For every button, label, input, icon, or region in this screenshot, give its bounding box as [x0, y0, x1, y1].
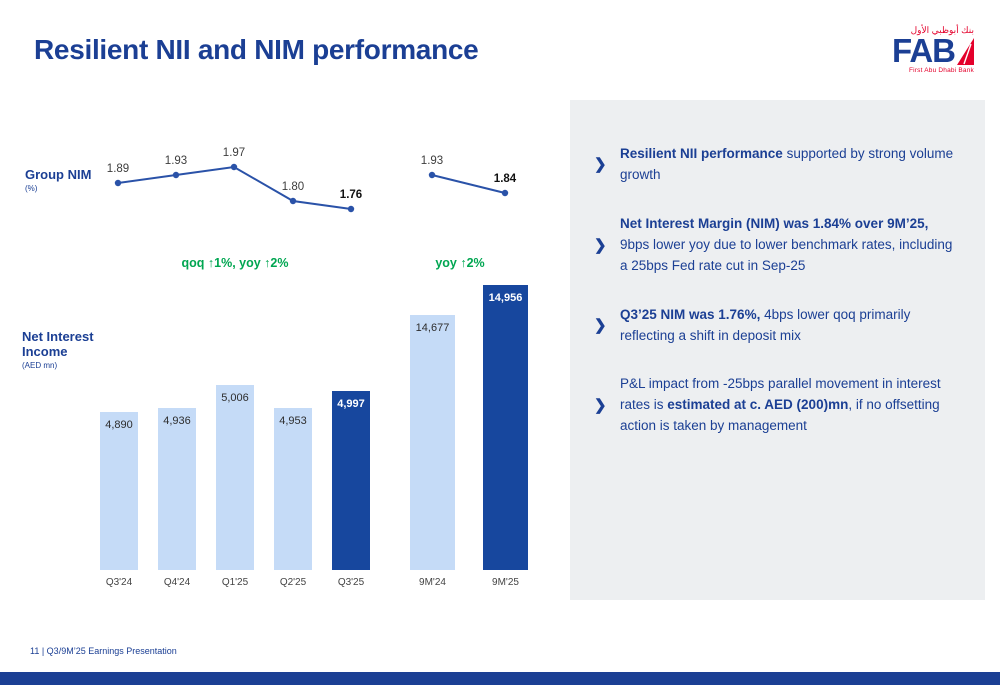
- logo-arabic-text: بنك أبوظبي الأول: [910, 25, 974, 35]
- chevron-right-icon: ❯: [594, 317, 607, 335]
- qoq-yoy-annotation: qoq ↑1%, yoy ↑2%: [181, 256, 289, 270]
- x-axis-label-q4-24: Q4'24: [163, 577, 191, 588]
- bullet-item: ❯ P&L impact from -25bps parallel movemen…: [594, 374, 957, 437]
- bullet-text: Q3’25 NIM was 1.76%, 4bps lower qoq prim…: [620, 306, 911, 343]
- bullet-item: ❯ Resilient NII performance supported by …: [594, 144, 957, 186]
- nii-bar-value: 14,956: [488, 292, 523, 304]
- x-axis-label-q1-25: Q1'25: [221, 577, 249, 588]
- x-axis-label-9m-25: 9M'25: [492, 577, 519, 588]
- fab-logo: بنك أبوظبي الأول FAB First Abu Dhabi Ban…: [878, 26, 974, 74]
- nii-bar-value: 14,677: [415, 322, 450, 334]
- logo-text: FAB: [892, 32, 956, 69]
- chevron-right-icon: ❯: [594, 156, 607, 174]
- nim-axis-label: Group NIM (%): [25, 167, 105, 193]
- nim-chart-title: Group NIM: [25, 167, 92, 182]
- logo-main: FAB: [878, 32, 974, 69]
- chevron-right-icon: ❯: [594, 397, 607, 415]
- chart-area: Group NIM (%) 1.89 1.93 1.97 1.80 1.76 1.93 1.…: [0, 90, 565, 610]
- nii-bar-9m-25: 14,956: [483, 285, 528, 570]
- x-axis-label-9m-24: 9M'24: [419, 577, 446, 588]
- slide-footer: 11 | Q3/9M’25 Earnings Presentation: [30, 646, 177, 656]
- bullet-list: ❯ Resilient NII performance supported by …: [570, 100, 985, 437]
- x-axis-label-q3-24: Q3'24: [105, 577, 133, 588]
- bottom-accent-bar: [0, 672, 1000, 685]
- fab-flag-icon: [957, 38, 974, 66]
- logo-tagline: First Abu Dhabi Bank: [908, 67, 974, 75]
- bullet-item: ❯ Net Interest Margin (NIM) was 1.84% ove…: [594, 214, 957, 277]
- chevron-right-icon: ❯: [594, 236, 607, 254]
- nii-bar-9m-24: 14,677: [410, 315, 455, 570]
- bullet-item: ❯ Q3’25 NIM was 1.76%, 4bps lower qoq pri…: [594, 305, 957, 347]
- nii-bar-value: 4,890: [105, 419, 133, 431]
- x-axis-label-q2-25: Q2'25: [279, 577, 307, 588]
- x-axis-label-q3-25: Q3'25: [337, 577, 365, 588]
- yoy-annotation: yoy ↑2%: [435, 256, 485, 270]
- nii-bar-value: 4,953: [279, 415, 307, 427]
- nii-bar-value: 4,997: [337, 398, 365, 410]
- commentary-panel: ❯ Resilient NII performance supported by …: [570, 100, 985, 600]
- nii-bar-q4-24: 4,936: [158, 408, 196, 570]
- nii-bar-q2-25: 4,953: [274, 408, 312, 570]
- nii-bar-value: 5,006: [221, 392, 249, 404]
- nii-bar-q1-25: 5,006: [216, 385, 254, 570]
- bullet-text: P&L impact from -25bps parallel movement…: [620, 376, 941, 434]
- nii-axis-label: Net Interest Income (AED mn): [22, 329, 104, 370]
- nim-chart-unit: (%): [25, 183, 38, 193]
- bullet-text: Net Interest Margin (NIM) was 1.84% over…: [620, 215, 953, 273]
- nii-bar-q3-25: 4,997: [332, 391, 370, 570]
- nii-bar-q3-24: 4,890: [100, 412, 138, 570]
- page-title: Resilient NII and NIM performance: [34, 34, 479, 65]
- nii-bar-value: 4,936: [163, 415, 191, 427]
- nii-chart-title: Net Interest Income: [22, 329, 94, 359]
- nii-chart-unit: (AED mn): [22, 360, 58, 370]
- bullet-text: Resilient NII performance supported by s…: [620, 146, 954, 182]
- nii-bar-chart: 4,890 Q3'24 4,936 Q4'24 5,006 Q1'25 4,953 Q2'25…: [100, 285, 528, 588]
